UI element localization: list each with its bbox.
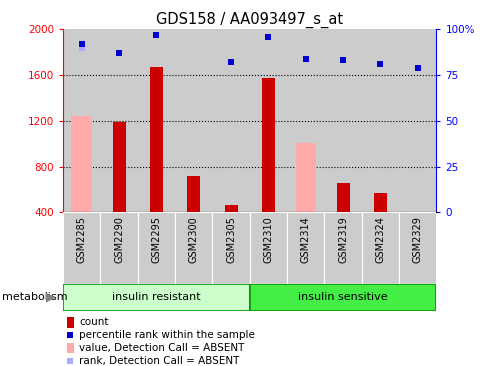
Point	[413, 65, 421, 71]
Bar	[137, 29, 175, 212]
Point	[227, 59, 234, 65]
Bar	[175, 212, 212, 284]
Text: insulin resistant: insulin resistant	[112, 292, 200, 302]
Bar	[398, 29, 436, 212]
Text: GSM2319: GSM2319	[337, 216, 348, 262]
Bar	[150, 67, 163, 212]
Title: GDS158 / AA093497_s_at: GDS158 / AA093497_s_at	[156, 12, 343, 28]
Text: metabolism: metabolism	[2, 292, 68, 302]
Bar	[361, 29, 398, 212]
Text: GSM2290: GSM2290	[114, 216, 124, 263]
Bar	[71, 116, 92, 212]
Text: value, Detection Call = ABSENT: value, Detection Call = ABSENT	[79, 343, 244, 353]
Bar	[324, 212, 361, 284]
Point	[264, 34, 272, 40]
Bar	[112, 122, 125, 212]
Point	[413, 65, 421, 71]
Bar	[336, 183, 349, 212]
Bar	[63, 284, 249, 311]
Bar	[287, 212, 324, 284]
Point	[376, 61, 383, 67]
Bar	[398, 212, 436, 284]
Text: GSM2300: GSM2300	[188, 216, 198, 262]
Point	[152, 32, 160, 38]
Bar	[187, 176, 200, 212]
Bar	[212, 29, 249, 212]
Text: GSM2324: GSM2324	[375, 216, 385, 263]
Text: GSM2305: GSM2305	[226, 216, 236, 263]
Bar	[287, 29, 324, 212]
Bar	[249, 284, 436, 311]
Bar	[373, 193, 386, 212]
Bar	[100, 29, 137, 212]
Bar	[261, 78, 274, 212]
Text: percentile rank within the sample: percentile rank within the sample	[79, 330, 255, 340]
Point	[301, 56, 309, 61]
Bar	[63, 29, 100, 212]
Bar	[224, 205, 237, 212]
Bar	[100, 212, 137, 284]
Text: count: count	[79, 317, 108, 328]
Bar	[295, 142, 316, 212]
Point	[77, 41, 85, 47]
Bar	[67, 317, 74, 328]
Bar	[361, 212, 398, 284]
Bar	[324, 29, 361, 212]
Point	[115, 50, 122, 56]
Point	[66, 332, 74, 338]
Point	[338, 57, 346, 63]
Point	[301, 56, 309, 61]
Text: GSM2285: GSM2285	[76, 216, 87, 263]
Bar	[67, 343, 74, 353]
Point	[66, 358, 74, 364]
Bar	[212, 212, 249, 284]
Text: GSM2310: GSM2310	[263, 216, 273, 262]
Text: insulin sensitive: insulin sensitive	[298, 292, 387, 302]
Point	[77, 45, 85, 51]
Bar	[249, 29, 287, 212]
Text: GSM2329: GSM2329	[412, 216, 422, 263]
Bar	[249, 212, 287, 284]
Text: rank, Detection Call = ABSENT: rank, Detection Call = ABSENT	[79, 356, 239, 366]
Bar	[175, 29, 212, 212]
Bar	[137, 212, 175, 284]
Bar	[63, 212, 100, 284]
Text: GSM2295: GSM2295	[151, 216, 161, 263]
Text: ▶: ▶	[46, 291, 56, 304]
Text: GSM2314: GSM2314	[300, 216, 310, 262]
